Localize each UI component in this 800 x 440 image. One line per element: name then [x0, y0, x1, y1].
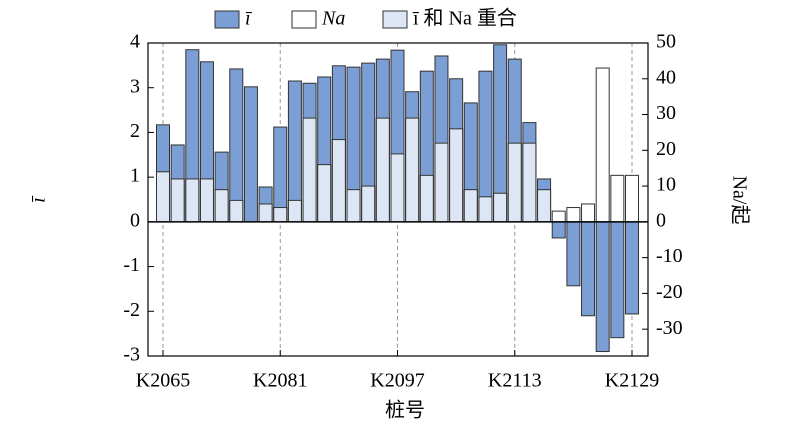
- i-bar: [625, 221, 639, 315]
- overlap-bar: [361, 185, 376, 223]
- x-tick-label: K2129: [605, 370, 659, 392]
- overlap-bar: [199, 178, 214, 223]
- legend-swatch: [291, 10, 317, 29]
- y2-tick-label: -20: [656, 281, 683, 303]
- overlap-bar: [449, 128, 464, 223]
- y-tick-label: 0: [130, 209, 140, 231]
- overlap-bar: [434, 142, 449, 223]
- y2-axis-label: Na/起: [728, 176, 751, 225]
- i-bar: [229, 68, 244, 223]
- i-bar: [581, 221, 596, 317]
- i-bar: [243, 86, 258, 223]
- overlap-bar: [419, 174, 434, 223]
- y-tick-label: 2: [130, 120, 140, 142]
- legend-label: Na: [321, 8, 345, 30]
- legend-swatch: [382, 10, 408, 29]
- y-tick-label: -1: [123, 254, 140, 276]
- overlap-bar: [405, 117, 420, 223]
- y-tick-label: 4: [130, 31, 140, 53]
- y-tick-label: 1: [130, 165, 140, 187]
- y2-tick-label: 20: [656, 138, 676, 160]
- overlap-bar: [537, 189, 552, 223]
- x-tick-label: K2097: [370, 370, 424, 392]
- overlap-bar: [229, 199, 244, 223]
- overlap-bar: [478, 196, 493, 223]
- overlap-bar: [522, 142, 537, 223]
- x-axis-label: 桩号: [385, 399, 425, 422]
- na-bar: [595, 67, 610, 223]
- overlap-bar: [317, 164, 332, 223]
- overlap-bar: [390, 153, 405, 223]
- y2-tick-label: 40: [656, 66, 676, 88]
- na-bar: [566, 207, 581, 223]
- plot-frame: [147, 42, 649, 357]
- i-bar: [610, 221, 625, 339]
- overlap-bar: [185, 178, 200, 223]
- y-tick-label: -3: [123, 344, 140, 366]
- overlap-bar: [156, 171, 170, 223]
- overlap-bar: [170, 178, 185, 223]
- legend-label: ī: [245, 8, 253, 30]
- overlap-bar: [463, 189, 478, 223]
- y-tick-label: 3: [130, 75, 140, 97]
- overlap-bar: [302, 117, 317, 223]
- y-tick-label: -2: [123, 299, 140, 321]
- x-tick-label: K2081: [253, 370, 307, 392]
- overlap-bar: [507, 142, 522, 223]
- overlap-bar: [375, 117, 390, 223]
- legend-label: ī 和 Na 重合: [412, 7, 517, 30]
- y2-tick-label: 30: [656, 102, 676, 124]
- y2-tick-label: 50: [656, 31, 676, 53]
- x-tick-label: K2065: [136, 370, 190, 392]
- y-axis-label: ī: [28, 195, 50, 203]
- overlap-bar: [346, 189, 361, 223]
- i-bar: [595, 221, 610, 353]
- y2-tick-label: -10: [656, 245, 683, 267]
- i-bar: [551, 221, 566, 239]
- x-tick-label: K2113: [488, 370, 542, 392]
- na-bar: [551, 210, 566, 223]
- overlap-bar: [214, 189, 229, 223]
- legend-swatch: [214, 10, 240, 29]
- overlap-bar: [331, 139, 346, 223]
- na-bar: [625, 174, 639, 223]
- overlap-bar: [493, 192, 508, 223]
- i-bar: [566, 221, 581, 287]
- y2-tick-label: 10: [656, 174, 676, 196]
- na-bar: [581, 203, 596, 223]
- overlap-bar: [273, 207, 288, 223]
- y2-tick-label: -30: [656, 317, 683, 339]
- y2-tick-label: 0: [656, 209, 666, 231]
- overlap-bar: [287, 199, 302, 223]
- na-bar: [610, 174, 625, 223]
- overlap-bar: [258, 203, 273, 223]
